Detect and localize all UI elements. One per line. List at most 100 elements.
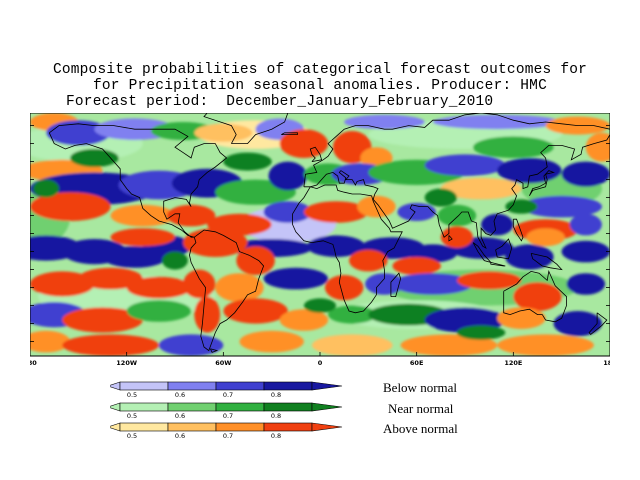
field-blob-near <box>437 204 477 227</box>
field-blob-above <box>78 267 143 290</box>
field-blob-above <box>110 228 175 247</box>
legend-near-label: Near normal <box>388 401 454 416</box>
legend-above-bar: 0.5 0.6 0.7 0.8 <box>110 422 343 438</box>
field-blob-below <box>521 195 602 218</box>
field-blob-above <box>194 123 253 142</box>
legend-tick-label: 0.6 <box>175 391 185 399</box>
field-blob-above <box>303 201 369 223</box>
field-blob-below <box>505 244 554 270</box>
field-blob-near <box>33 179 59 198</box>
coastline-2 <box>189 229 265 352</box>
lon-tick-label: 180 <box>30 359 37 367</box>
field-blob-above <box>30 192 111 221</box>
legend-tick-label: 0.6 <box>175 412 185 420</box>
field-blob-above <box>279 129 329 158</box>
field-blob-below <box>432 114 562 130</box>
field-blob-above <box>311 334 393 356</box>
legend: 0.5 0.6 0.7 0.8 0.5 0.6 0.7 0.8 0.5 0.6 0.7 0.8 <box>110 378 510 438</box>
legend-segment <box>167 422 217 432</box>
legend-tick-label: 0.5 <box>127 391 137 399</box>
field-blob-above <box>457 271 522 290</box>
field-blob-above <box>400 334 498 356</box>
field-blob-below <box>263 201 312 223</box>
legend-tick-label: 0.7 <box>223 391 233 399</box>
legend-tick-label: 0.5 <box>127 412 137 420</box>
title-line-2: for Precipitation seasonal anomalies. Pr… <box>93 78 547 94</box>
field-blob-above <box>183 228 248 257</box>
field-blob-near <box>126 300 192 322</box>
coastline-4 <box>292 184 403 314</box>
field-blob-above <box>183 269 216 299</box>
precipitation-probability-map: 70N60N50N40N30N20N10NEQ10S20S30S40S50S 1… <box>14 112 617 368</box>
coastline-0 <box>48 123 228 238</box>
field-blob-below <box>392 273 474 295</box>
field-blob-above <box>223 298 288 324</box>
field-blob-below <box>397 203 437 221</box>
field-blob-above <box>194 296 221 333</box>
legend-tick-label: 0.6 <box>175 432 185 438</box>
legend-tick-label: 0.8 <box>271 412 281 420</box>
field-blob-near <box>162 251 188 270</box>
legend-segment <box>215 381 265 391</box>
legend-segment <box>119 422 169 432</box>
field-blob-above <box>357 195 396 218</box>
coastline-3 <box>303 113 610 249</box>
title-line-1: Composite probabilities of categorical f… <box>52 62 588 78</box>
lon-tick-label: 120W <box>116 359 137 367</box>
field-blob-above <box>279 309 329 331</box>
coastline-9 <box>490 262 506 267</box>
coastline-11 <box>529 170 555 197</box>
legend-tick-label: 0.8 <box>271 391 281 399</box>
legend-tick-label: 0.7 <box>223 412 233 420</box>
coastline-10 <box>530 253 563 271</box>
field-blob-above <box>526 228 565 247</box>
legend-segment <box>215 422 265 432</box>
coastline-7 <box>495 238 513 260</box>
field-blob-above <box>497 334 594 356</box>
legend-segment <box>167 381 217 391</box>
field-blob-below <box>561 161 610 187</box>
legend-segment <box>215 402 265 412</box>
field-blob-above <box>440 226 473 248</box>
field-blob-below <box>158 334 224 356</box>
legend-right-tip <box>311 402 343 412</box>
legend-segment <box>263 381 313 391</box>
field-blob-above <box>239 330 304 353</box>
field-blob-below <box>569 213 602 236</box>
coastline-5 <box>390 272 402 297</box>
title-line-3: Forecast period: December_January_Februa… <box>66 94 494 110</box>
legend-near-bar: 0.5 0.6 0.7 0.8 <box>110 402 343 420</box>
field-blob-near <box>424 188 457 207</box>
coastlines <box>48 113 610 353</box>
legend-left-tip <box>110 422 121 432</box>
legend-below-bar: 0.5 0.6 0.7 0.8 <box>110 381 343 399</box>
field-blob-below <box>263 267 328 290</box>
field-blob-above <box>62 307 143 333</box>
legend-bars: 0.5 0.6 0.7 0.8 0.5 0.6 0.7 0.8 0.5 0.6 0.7 0.8 <box>110 381 343 438</box>
field-blob-near <box>223 152 272 171</box>
legend-segment <box>167 402 217 412</box>
field-blob-above <box>585 132 610 162</box>
field-blob-above <box>497 307 546 329</box>
legend-left-tip <box>110 381 121 391</box>
legend-above-label: Above normal <box>383 421 458 436</box>
field-blob-below <box>46 120 111 146</box>
field-blob-below <box>344 114 425 130</box>
lon-tick-label: 60E <box>410 359 424 367</box>
legend-tick-label: 0.7 <box>223 432 233 438</box>
field-blob-below <box>553 311 602 337</box>
coastline-14 <box>588 312 608 335</box>
field-blob-near <box>70 149 119 167</box>
field-blob-above <box>236 246 275 275</box>
field-blob-below <box>481 213 514 236</box>
legend-segment <box>119 381 169 391</box>
legend-tick-label: 0.5 <box>127 432 137 438</box>
field-blob-near <box>505 199 538 214</box>
field-blob-above <box>440 177 522 200</box>
field-blob-above <box>30 271 95 297</box>
field-blob-below <box>268 161 308 191</box>
field-blob-near <box>456 325 506 340</box>
field-blob-below <box>566 273 606 295</box>
legend-segment <box>263 402 313 412</box>
field-blob-above <box>166 204 216 227</box>
